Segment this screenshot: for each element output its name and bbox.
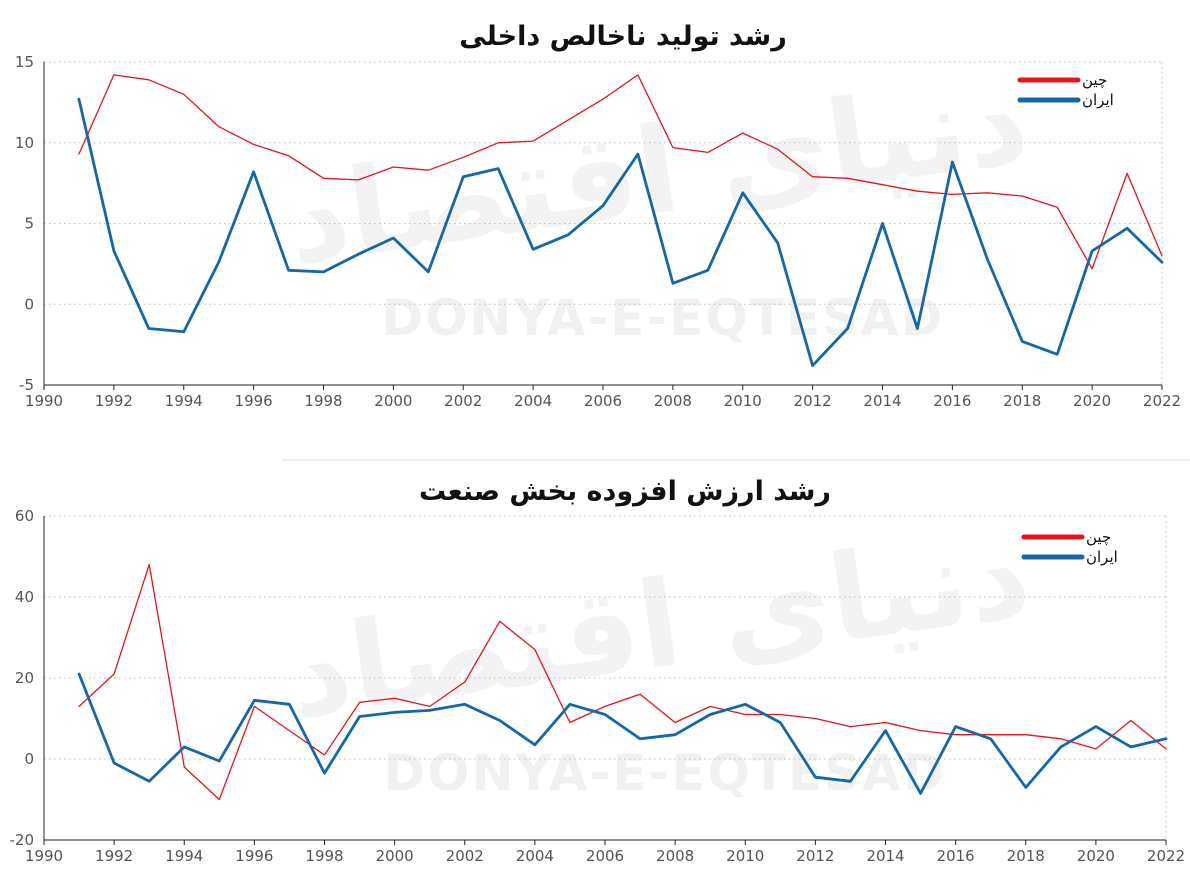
watermark-arabic: دنیای اقتصاد: [278, 51, 1036, 292]
x-tick-label: 2006: [586, 847, 624, 865]
x-tick-label: 2010: [726, 847, 764, 865]
series-line-iran: [77, 97, 1164, 368]
x-tick-label: 2022: [1143, 392, 1181, 410]
x-tick-label: 2018: [1003, 392, 1041, 410]
y-tick-label: 60: [15, 507, 34, 525]
x-tick-label: 2020: [1077, 847, 1115, 865]
legend-label: چین: [1086, 528, 1111, 546]
x-tick-label: 2004: [514, 392, 552, 410]
x-tick-label: 2002: [446, 847, 484, 865]
y-tick-label: 40: [15, 588, 34, 606]
x-tick-label: 1990: [25, 392, 63, 410]
legend: چین ایران: [1021, 528, 1118, 566]
y-tick-label: 0: [24, 295, 34, 313]
x-tick-label: 1996: [235, 847, 273, 865]
x-tick-label: 2014: [866, 847, 904, 865]
legend-label: ایران: [1086, 548, 1118, 566]
x-tick-label: 1998: [305, 847, 343, 865]
x-tick-label: 2020: [1073, 392, 1111, 410]
chart-title: رشد ارزش افزوده بخش صنعت: [419, 476, 831, 507]
x-tick-label: 1994: [165, 847, 203, 865]
legend-label: چین: [1082, 71, 1107, 89]
y-tick-label: -20: [10, 831, 35, 849]
x-tick-label: 2006: [584, 392, 622, 410]
x-tick-label: 2022: [1147, 847, 1185, 865]
y-tick-label: 5: [24, 215, 34, 233]
x-tick-label: 2014: [863, 392, 901, 410]
chart-title: رشد تولید ناخالص داخلی: [459, 21, 786, 52]
x-tick-label: 2012: [794, 392, 832, 410]
x-tick-label: 2000: [374, 392, 412, 410]
x-tick-label: 1998: [304, 392, 342, 410]
series-line-china: [78, 74, 1163, 270]
y-tick-label: 0: [24, 750, 34, 768]
y-tick-label: -5: [19, 376, 34, 394]
chart-1: DONYA-E-EQTESADدنیای اقتصادرشد تولید ناخ…: [15, 21, 1181, 410]
x-tick-label: 2016: [937, 847, 975, 865]
series-line-iran: [77, 672, 1168, 795]
x-tick-label: 1990: [25, 847, 63, 865]
chart-2: DONYA-E-EQTESADدنیای اقتصادرشد ارزش افزو…: [10, 476, 1186, 865]
x-tick-label: 2002: [444, 392, 482, 410]
watermark-latin: DONYA-E-EQTESAD: [382, 289, 945, 347]
y-tick-label: 10: [15, 134, 34, 152]
x-tick-label: 1992: [95, 847, 133, 865]
watermark-latin: DONYA-E-EQTESAD: [384, 744, 947, 802]
x-tick-label: 2018: [1007, 847, 1045, 865]
x-tick-label: 1992: [95, 392, 133, 410]
x-tick-label: 2016: [933, 392, 971, 410]
y-tick-label: 15: [15, 53, 34, 71]
series-line-china: [78, 563, 1167, 801]
x-tick-label: 2008: [654, 392, 692, 410]
x-tick-label: 2004: [516, 847, 554, 865]
x-tick-label: 1996: [235, 392, 273, 410]
x-tick-label: 2008: [656, 847, 694, 865]
legend-label: ایران: [1082, 91, 1114, 109]
x-tick-label: 2010: [724, 392, 762, 410]
x-tick-label: 2000: [376, 847, 414, 865]
x-tick-label: 1994: [165, 392, 203, 410]
x-tick-label: 2012: [796, 847, 834, 865]
y-tick-label: 20: [15, 669, 34, 687]
legend: چین ایران: [1017, 71, 1114, 109]
